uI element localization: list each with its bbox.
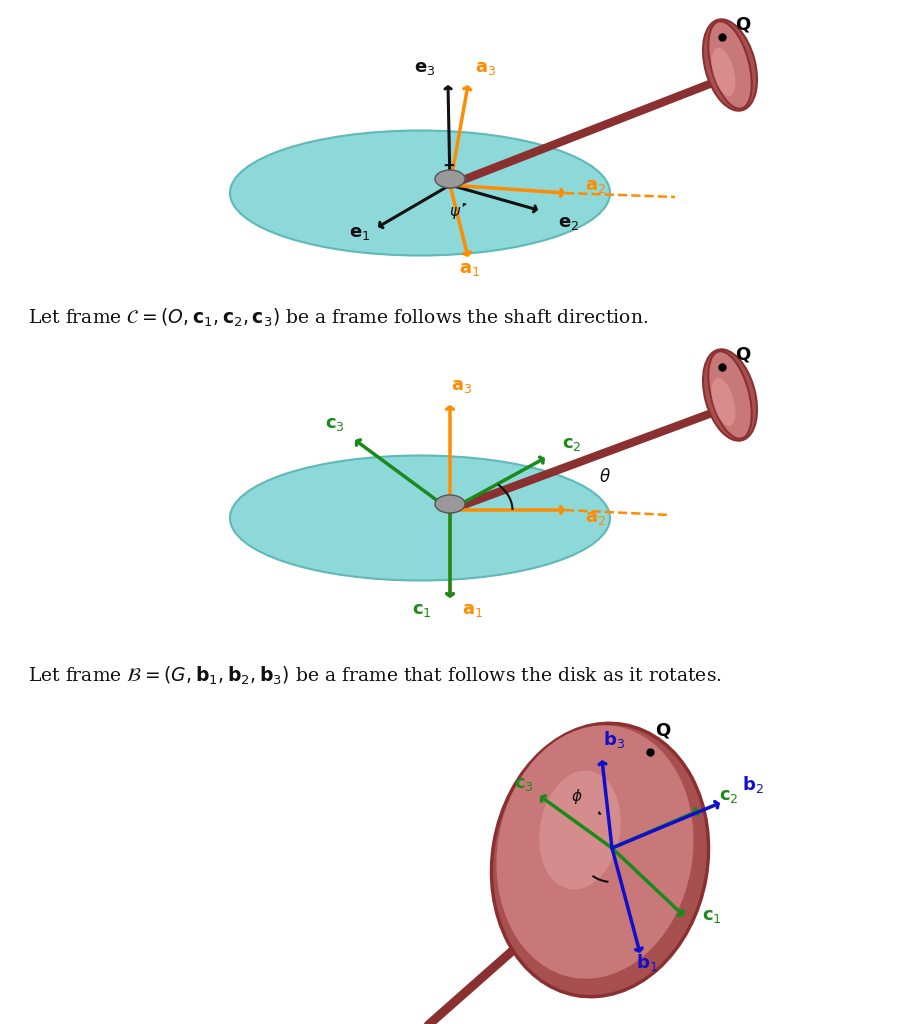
Text: $\mathbf{c}_2$: $\mathbf{c}_2$ (719, 787, 739, 805)
Ellipse shape (539, 770, 620, 890)
Text: $\mathbf{a}_2$: $\mathbf{a}_2$ (585, 177, 606, 195)
Text: Q: Q (735, 346, 750, 364)
Ellipse shape (709, 351, 752, 438)
Text: $\mathbf{a}_1$: $\mathbf{a}_1$ (460, 260, 481, 278)
Text: $\mathbf{e}_1$: $\mathbf{e}_1$ (349, 224, 370, 242)
Ellipse shape (230, 130, 610, 256)
Text: $\mathbf{e}_2$: $\mathbf{e}_2$ (558, 214, 579, 232)
Text: Q: Q (735, 16, 750, 34)
Text: $\mathbf{b}_1$: $\mathbf{b}_1$ (636, 952, 658, 973)
Ellipse shape (709, 22, 752, 109)
Text: $\psi$: $\psi$ (448, 205, 461, 221)
Ellipse shape (230, 456, 610, 581)
Text: $\phi$: $\phi$ (572, 786, 583, 806)
Text: $\mathbf{c}_3$: $\mathbf{c}_3$ (514, 775, 534, 793)
Text: Let frame $\mathcal{C} = (O, \mathbf{c}_1, \mathbf{c}_2, \mathbf{c}_3)$ be a fra: Let frame $\mathcal{C} = (O, \mathbf{c}_… (28, 307, 648, 329)
Ellipse shape (492, 723, 709, 996)
Text: $\mathbf{c}_1$: $\mathbf{c}_1$ (413, 601, 432, 618)
Ellipse shape (711, 48, 735, 96)
Text: $\mathbf{b}_3$: $\mathbf{b}_3$ (603, 729, 625, 750)
Ellipse shape (703, 349, 757, 440)
Text: $\mathbf{a}_1$: $\mathbf{a}_1$ (462, 601, 483, 618)
Text: Q: Q (655, 722, 670, 740)
Text: $\mathbf{c}_3$: $\mathbf{c}_3$ (325, 415, 345, 433)
Text: $\mathbf{b}_2$: $\mathbf{b}_2$ (742, 774, 764, 795)
Ellipse shape (703, 19, 757, 111)
Ellipse shape (496, 725, 694, 979)
Text: $\mathbf{c}_1$: $\mathbf{c}_1$ (702, 907, 721, 925)
Text: $\mathbf{a}_2$: $\mathbf{a}_2$ (585, 509, 606, 527)
Text: $\mathbf{e}_3$: $\mathbf{e}_3$ (414, 59, 435, 77)
Ellipse shape (435, 170, 465, 188)
Text: $\mathbf{a}_3$: $\mathbf{a}_3$ (451, 377, 472, 395)
Ellipse shape (711, 378, 735, 426)
Ellipse shape (435, 495, 465, 513)
Text: Let frame $\mathcal{B} = (G, \mathbf{b}_1, \mathbf{b}_2, \mathbf{b}_3)$ be a fra: Let frame $\mathcal{B} = (G, \mathbf{b}_… (28, 665, 721, 687)
Text: $\theta$: $\theta$ (599, 468, 611, 486)
Text: $\mathbf{c}_2$: $\mathbf{c}_2$ (562, 435, 582, 453)
Text: $\mathbf{a}_3$: $\mathbf{a}_3$ (475, 59, 496, 77)
